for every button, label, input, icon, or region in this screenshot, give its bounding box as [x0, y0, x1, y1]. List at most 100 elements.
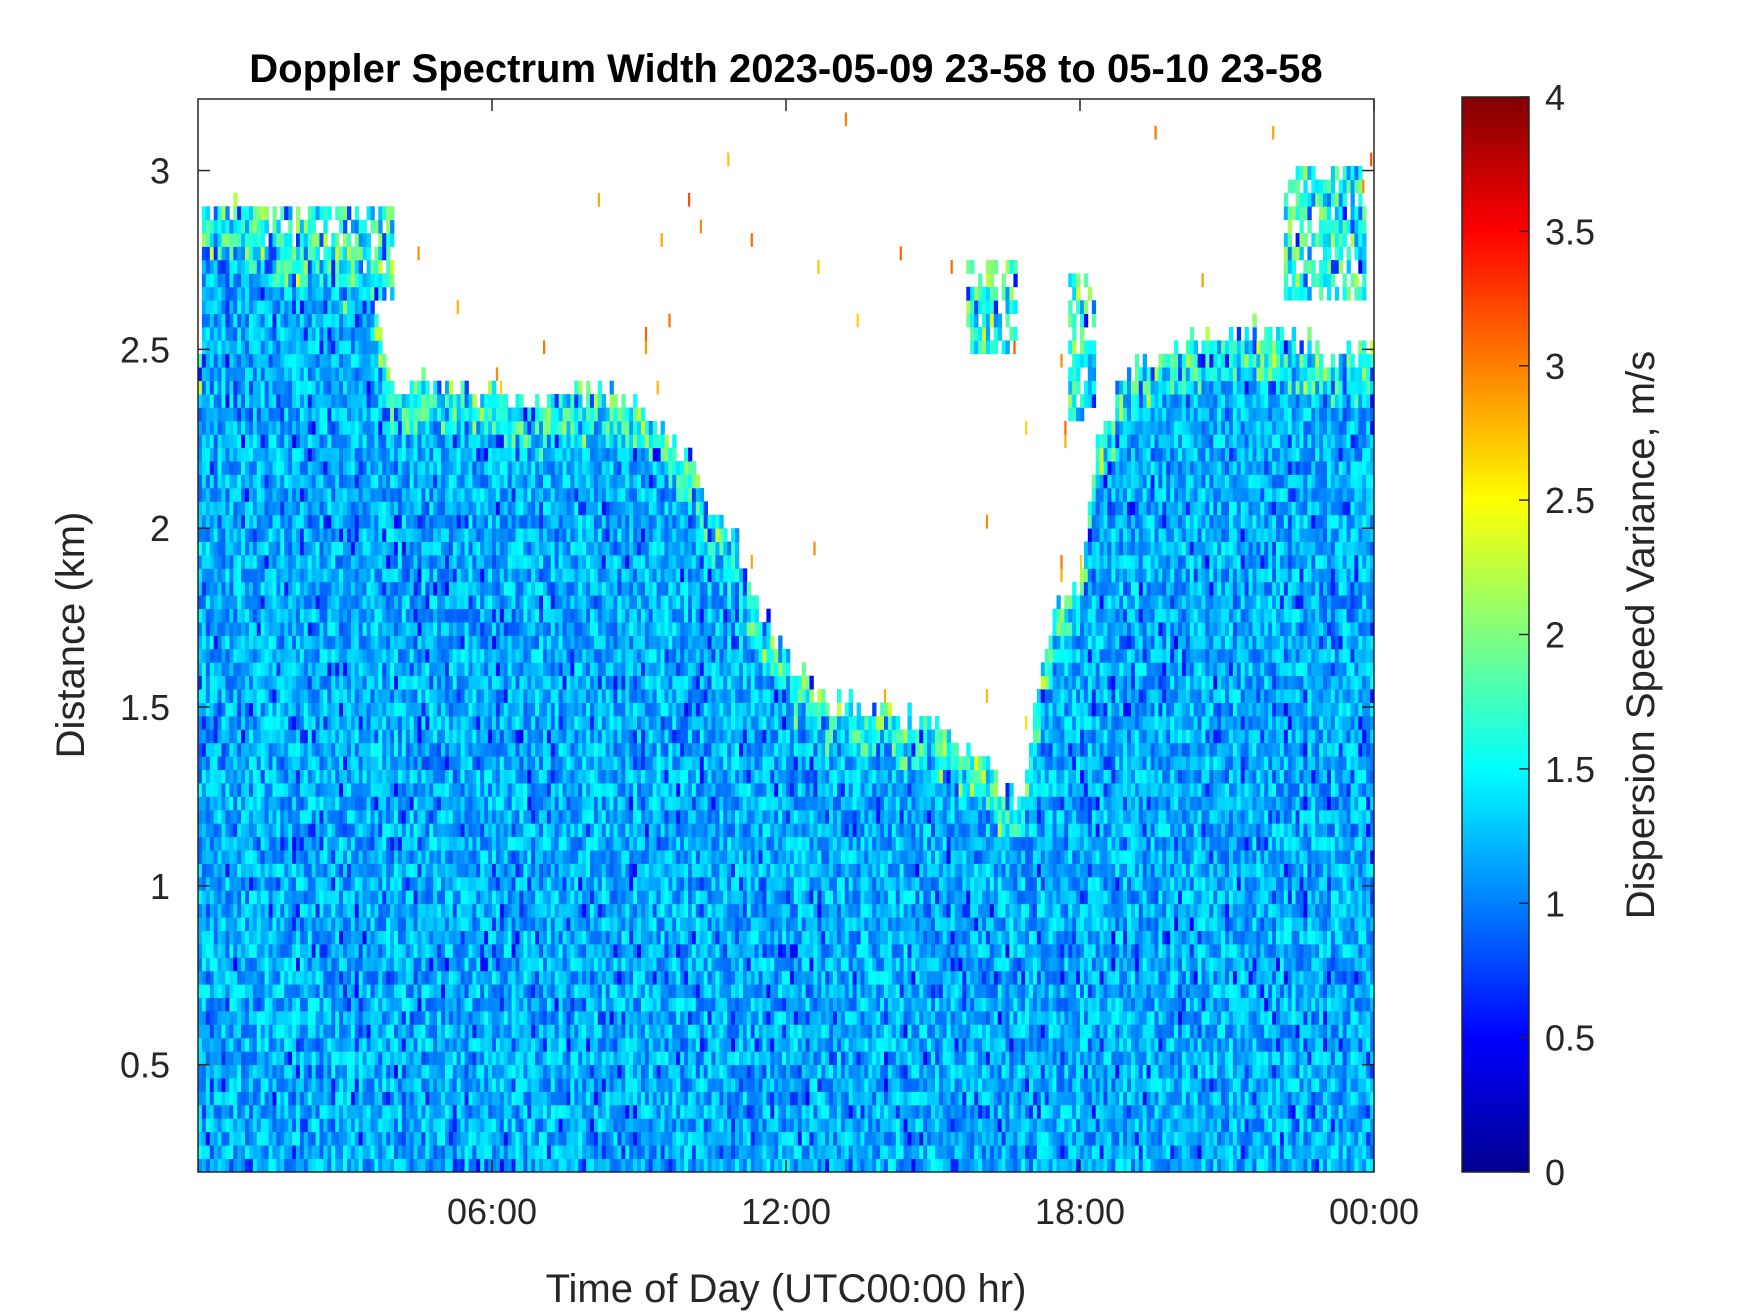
heatmap-cell [339, 340, 344, 355]
heatmap-cell [252, 608, 258, 623]
heatmap-cell [417, 970, 422, 985]
heatmap-cell [249, 1104, 254, 1119]
heatmap-cell [213, 1078, 218, 1092]
heatmap-cell [249, 917, 254, 931]
heatmap-cell [221, 447, 226, 462]
heatmap-cell [292, 836, 297, 851]
heatmap-cell [448, 689, 454, 703]
heatmap-cell [433, 903, 438, 918]
heatmap-cell [264, 514, 269, 529]
heatmap-cell [480, 648, 485, 663]
heatmap-cell [311, 394, 316, 408]
heatmap-cell [221, 863, 226, 878]
heatmap-cell [327, 327, 332, 341]
heatmap-speck [456, 300, 459, 314]
heatmap-cell [401, 474, 407, 489]
heatmap-cell [347, 957, 352, 972]
heatmap-cell [374, 783, 379, 797]
heatmap-cell [425, 662, 430, 677]
heatmap-cell [331, 796, 336, 811]
heatmap-cell [272, 944, 277, 958]
heatmap-cell [476, 944, 481, 958]
heatmap-cell [480, 1064, 485, 1079]
heatmap-cell [472, 1118, 477, 1133]
heatmap-cell [448, 756, 454, 770]
heatmap-cell [307, 1118, 313, 1133]
heatmap-cell [299, 675, 305, 690]
heatmap-cell [397, 1131, 403, 1146]
heatmap-cell [209, 648, 215, 663]
heatmap-cell [221, 1131, 226, 1146]
heatmap-cell [382, 1131, 387, 1146]
heatmap-cell [460, 984, 465, 998]
heatmap-cell [362, 1011, 367, 1025]
heatmap-cell [217, 783, 222, 797]
heatmap-cell [401, 581, 407, 596]
heatmap-cell [299, 367, 305, 382]
heatmap-cell [209, 756, 215, 770]
heatmap-cell [241, 407, 246, 422]
heatmap-cell [347, 702, 352, 717]
heatmap-cell [480, 984, 485, 998]
heatmap-cell [311, 944, 316, 958]
heatmap-cell [299, 474, 305, 489]
heatmap-cell [366, 689, 371, 703]
heatmap-cell [366, 514, 371, 529]
heatmap-cell [464, 689, 469, 703]
heatmap-cell [319, 1104, 324, 1119]
heatmap-cell [382, 1078, 387, 1092]
heatmap-cell [437, 769, 442, 784]
heatmap-cell [350, 729, 356, 744]
heatmap-cell [241, 1037, 246, 1052]
heatmap-cell [370, 783, 375, 797]
heatmap-cell [299, 1145, 305, 1159]
heatmap-cell [362, 863, 367, 878]
heatmap-cell [413, 622, 418, 636]
heatmap-cell [378, 635, 383, 650]
heatmap-cell [429, 514, 434, 529]
heatmap-cell [421, 796, 426, 811]
heatmap-cell [476, 890, 481, 905]
heatmap-cell [296, 742, 301, 757]
heatmap-cell [433, 568, 438, 583]
heatmap-cell [217, 1158, 222, 1173]
heatmap-cell [205, 783, 211, 797]
heatmap-cell [382, 1011, 387, 1025]
heatmap-cell [225, 447, 230, 462]
heatmap-cell [209, 286, 215, 301]
heatmap-cell [335, 300, 340, 314]
heatmap-cell [374, 769, 379, 784]
heatmap-cell [284, 836, 289, 851]
heatmap-cell [358, 313, 363, 328]
heatmap-cell [276, 541, 281, 556]
heatmap-cell [260, 1078, 265, 1092]
heatmap-cell [441, 488, 446, 502]
heatmap-cell [476, 957, 481, 972]
heatmap-cell [327, 1091, 332, 1106]
heatmap-cell [260, 890, 265, 905]
heatmap-cell [229, 903, 234, 918]
heatmap-cell [347, 340, 352, 355]
heatmap-cell [382, 984, 387, 998]
heatmap-cell [433, 850, 438, 864]
heatmap-cell [327, 836, 332, 851]
heatmap-cell [405, 702, 411, 717]
heatmap-cell [252, 367, 258, 382]
heatmap-cell [201, 608, 207, 623]
heatmap-cell [319, 702, 324, 717]
heatmap-cell [456, 555, 461, 569]
heatmap-cell [315, 863, 320, 878]
heatmap-cell [201, 273, 207, 288]
heatmap-cell [370, 595, 375, 610]
heatmap-cell [421, 1024, 426, 1039]
heatmap-cell [405, 528, 411, 542]
heatmap-cell [335, 286, 340, 301]
heatmap-cell [221, 809, 226, 824]
heatmap-cell [409, 702, 414, 717]
heatmap-cell [382, 595, 387, 610]
heatmap-cell [445, 716, 450, 730]
heatmap-cell [370, 555, 375, 569]
heatmap-cell [394, 903, 399, 918]
heatmap-cell [311, 675, 316, 690]
heatmap-cell [268, 796, 273, 811]
